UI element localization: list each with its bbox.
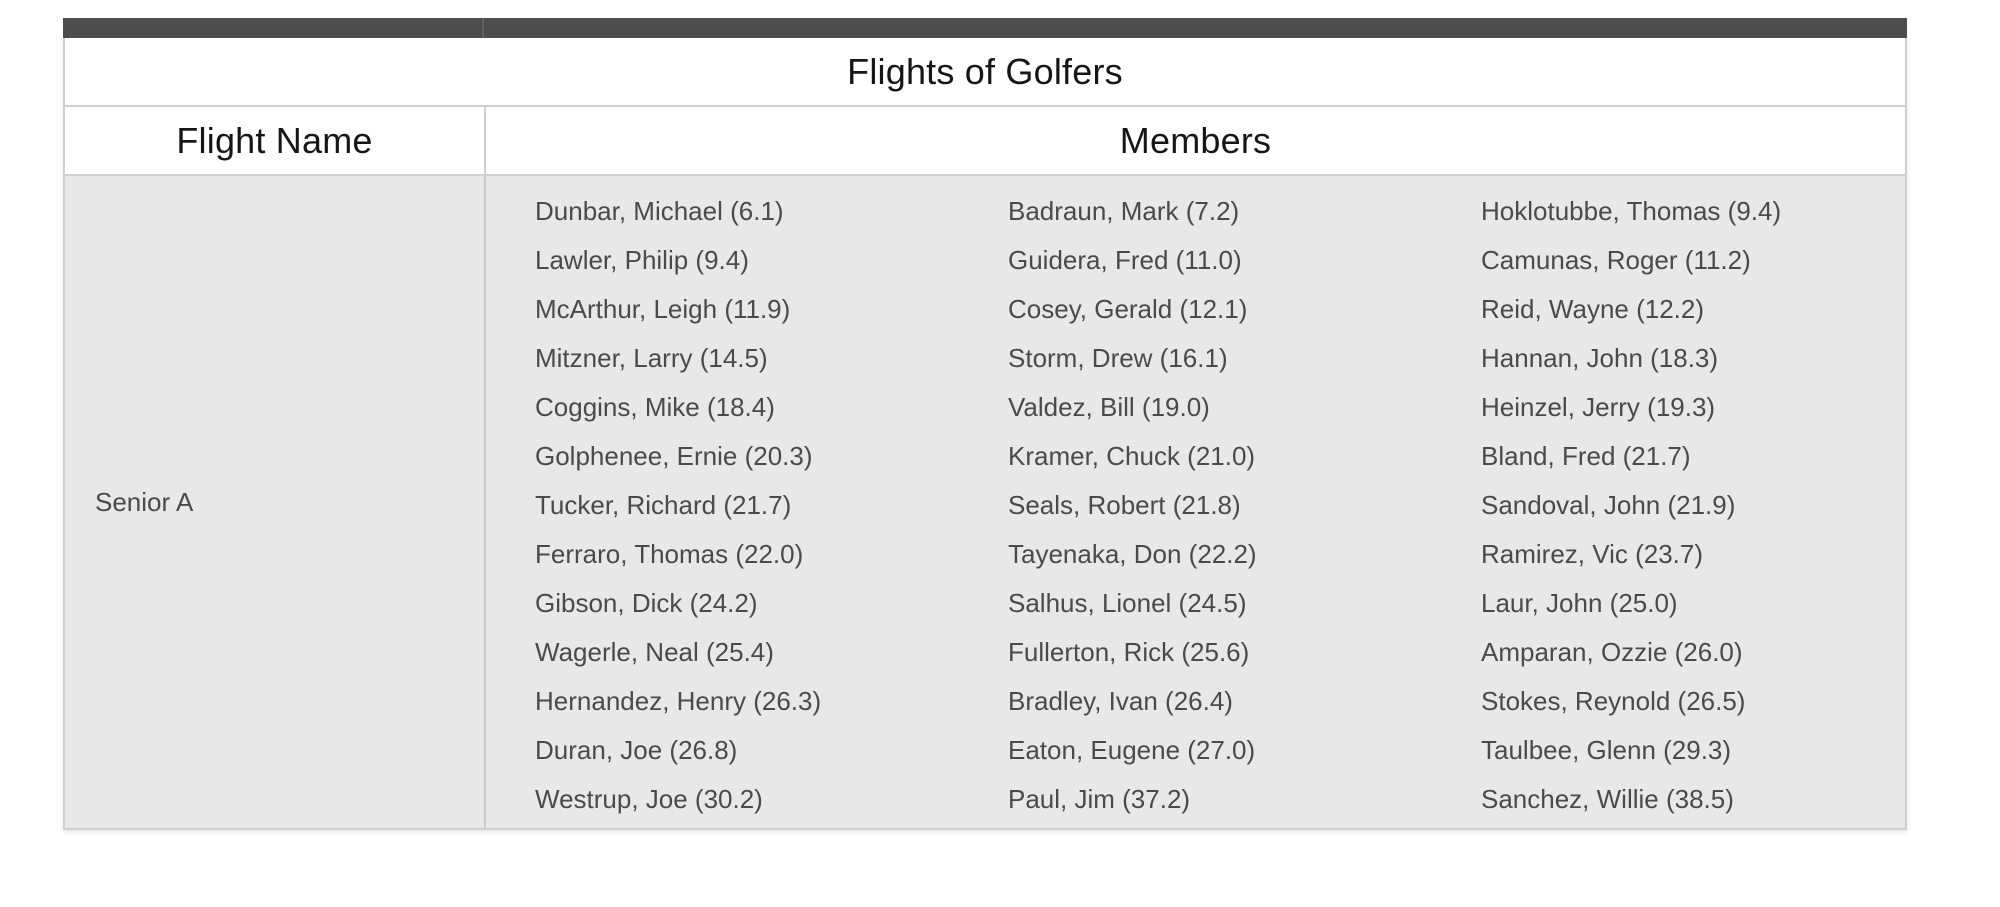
member-entry: Storm, Drew (16.1) <box>1008 343 1228 373</box>
member-entry: Guidera, Fred (11.0) <box>1008 245 1242 275</box>
member-entry: Fullerton, Rick (25.6) <box>1008 637 1250 667</box>
member-entry: Eaton, Eugene (27.0) <box>1008 735 1256 765</box>
table-frame: Flights of Golfers Flight Name Members S… <box>63 38 1907 830</box>
member-entry: Tayenaka, Don (22.2) <box>1008 539 1257 569</box>
member-entry: Sandoval, John (21.9) <box>1481 490 1736 520</box>
member-entry: Duran, Joe (26.8) <box>535 735 738 765</box>
member-entry: Ferraro, Thomas (22.0) <box>535 539 804 569</box>
member-entry: Hannan, John (18.3) <box>1481 343 1719 373</box>
member-entry: Tucker, Richard (21.7) <box>535 490 792 520</box>
member-entry: Coggins, Mike (18.4) <box>535 392 775 422</box>
member-entry: Gibson, Dick (24.2) <box>535 588 758 618</box>
member-entry: Ramirez, Vic (23.7) <box>1481 539 1704 569</box>
member-entry: Heinzel, Jerry (19.3) <box>1481 392 1716 422</box>
member-entry: Hoklotubbe, Thomas (9.4) <box>1481 196 1782 226</box>
member-entry: Paul, Jim (37.2) <box>1008 784 1191 814</box>
members-cell: Dunbar, Michael (6.1) Lawler, Philip (9.4… <box>486 176 1905 828</box>
member-entry: Badraun, Mark (7.2) <box>1008 196 1240 226</box>
column-header-members: Members <box>486 107 1905 174</box>
member-entry: Cosey, Gerald (12.1) <box>1008 294 1248 324</box>
member-entry: Valdez, Bill (19.0) <box>1008 392 1210 422</box>
member-entry: Bradley, Ivan (26.4) <box>1008 686 1233 716</box>
member-entry: Hernandez, Henry (26.3) <box>535 686 822 716</box>
member-entry: Amparan, Ozzie (26.0) <box>1481 637 1743 667</box>
flights-table: Flights of Golfers Flight Name Members S… <box>63 18 1907 830</box>
member-entry: Camunas, Roger (11.2) <box>1481 245 1751 275</box>
table-title-row: Flights of Golfers <box>65 38 1905 107</box>
flight-name-cell: Senior A <box>65 176 486 828</box>
members-column-3: Hoklotubbe, Thomas (9.4) Camunas, Roger (… <box>1432 187 1905 828</box>
members-column-2: Badraun, Mark (7.2) Guidera, Fred (11.0) C… <box>959 187 1432 828</box>
table-title: Flights of Golfers <box>847 50 1123 92</box>
member-entry: Golphenee, Ernie (20.3) <box>535 441 813 471</box>
top-bar-members-segment <box>484 18 1907 38</box>
column-header-flight-name: Flight Name <box>65 107 486 174</box>
member-entry: Mitzner, Larry (14.5) <box>535 343 768 373</box>
member-entry: Taulbee, Glenn (29.3) <box>1481 735 1732 765</box>
flight-name-value: Senior A <box>95 486 194 517</box>
table-header-row: Flight Name Members <box>65 107 1905 176</box>
member-entry: Laur, John (25.0) <box>1481 588 1678 618</box>
member-entry: Seals, Robert (21.8) <box>1008 490 1241 520</box>
table-top-bar <box>63 18 1907 38</box>
flight-row-senior-a: Senior A Dunbar, Michael (6.1) Lawler, Ph… <box>65 176 1905 828</box>
member-entry: Lawler, Philip (9.4) <box>535 245 749 275</box>
column-header-flight-name-label: Flight Name <box>176 119 373 161</box>
member-entry: McArthur, Leigh (11.9) <box>535 294 791 324</box>
member-entry: Kramer, Chuck (21.0) <box>1008 441 1256 471</box>
member-entry: Bland, Fred (21.7) <box>1481 441 1691 471</box>
member-entry: Salhus, Lionel (24.5) <box>1008 588 1247 618</box>
member-entry: Westrup, Joe (30.2) <box>535 784 763 814</box>
member-entry: Wagerle, Neal (25.4) <box>535 637 774 667</box>
member-entry: Sanchez, Willie (38.5) <box>1481 784 1734 814</box>
column-header-members-label: Members <box>1119 119 1272 161</box>
member-entry: Reid, Wayne (12.2) <box>1481 294 1705 324</box>
member-entry: Stokes, Reynold (26.5) <box>1481 686 1746 716</box>
top-bar-flight-segment <box>63 18 484 38</box>
members-column-1: Dunbar, Michael (6.1) Lawler, Philip (9.4… <box>486 187 959 828</box>
member-entry: Dunbar, Michael (6.1) <box>535 196 784 226</box>
